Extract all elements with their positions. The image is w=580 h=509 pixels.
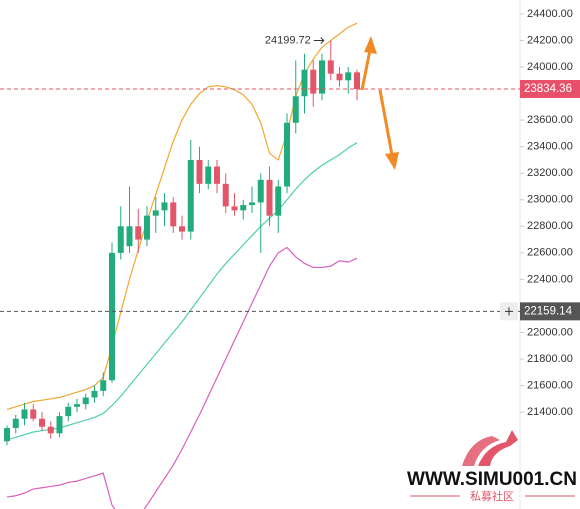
candle-body <box>327 60 334 74</box>
candle-body <box>39 418 45 427</box>
candle-body <box>100 380 107 391</box>
candle-body <box>266 179 273 216</box>
candle-body <box>310 69 317 94</box>
y-tick-label: 22400.00 <box>527 273 573 285</box>
candle-body <box>21 409 28 419</box>
y-tick-label: 24000.00 <box>527 61 573 73</box>
candle-body <box>257 179 264 203</box>
candle-body <box>179 226 185 232</box>
candle-body <box>284 122 290 187</box>
y-tick-label: 21800.00 <box>527 353 573 365</box>
price-label: 22159.14 <box>524 305 573 317</box>
candle-body <box>354 72 360 90</box>
candle-body <box>74 404 80 407</box>
y-tick-label: 23600.00 <box>527 114 573 126</box>
candle-body <box>144 215 150 240</box>
y-tick-label: 22800.00 <box>527 220 573 232</box>
candle-body <box>65 406 72 417</box>
candle-body <box>319 60 325 94</box>
high-marker-label: 24199.72 <box>265 34 311 46</box>
candle-body <box>56 416 63 434</box>
price-label-box <box>520 302 580 321</box>
candle-body <box>109 252 115 381</box>
watermark-logo <box>462 430 518 466</box>
candle-body <box>214 166 220 184</box>
candle-body <box>345 72 352 81</box>
candle-body <box>336 73 343 81</box>
candle-body <box>161 202 168 211</box>
candle-body <box>135 226 142 240</box>
y-tick-label: 24200.00 <box>527 34 573 46</box>
indicator-line <box>6 22 358 411</box>
price-label: 23834.36 <box>524 83 572 95</box>
candle-body <box>205 166 212 184</box>
candle-body <box>30 409 37 419</box>
candle-body <box>222 183 229 207</box>
y-tick-label: 24400.00 <box>527 8 573 20</box>
y-tick-label: 23200.00 <box>527 167 573 179</box>
y-tick-label: 21400.00 <box>527 406 573 418</box>
candle-body <box>301 69 308 97</box>
candle-body <box>187 159 194 232</box>
y-tick-label: 22600.00 <box>527 247 573 259</box>
candle-body <box>231 206 238 211</box>
candle-body <box>117 226 124 253</box>
candle-body <box>249 202 255 206</box>
candle-body <box>170 202 177 227</box>
plot-area <box>4 22 360 509</box>
candle-body <box>196 159 203 184</box>
add-icon <box>505 307 513 316</box>
candle-body <box>240 205 247 211</box>
candle-body <box>4 428 10 442</box>
candle-body <box>292 96 299 123</box>
y-tick-label: 23000.00 <box>527 194 573 206</box>
indicator-line <box>6 142 358 441</box>
price-label-box <box>520 80 580 99</box>
y-tick-label: 23400.00 <box>527 141 573 153</box>
y-tick-label: 22000.00 <box>527 326 573 338</box>
indicator-line <box>6 246 358 509</box>
watermark-name: 私募社区 <box>470 489 514 503</box>
candle-body <box>12 418 19 429</box>
candle-body <box>47 426 54 434</box>
candle-body <box>126 226 133 247</box>
y-tick-label: 21600.00 <box>527 379 573 391</box>
watermark-url: WWW.SIMU001.CN <box>407 469 577 490</box>
candle-body <box>82 397 89 405</box>
candle-body <box>152 210 159 216</box>
candle-body <box>275 186 282 216</box>
candle-body <box>91 390 98 398</box>
drawn-arrows <box>360 36 399 170</box>
high-marker-arrow <box>313 37 325 44</box>
